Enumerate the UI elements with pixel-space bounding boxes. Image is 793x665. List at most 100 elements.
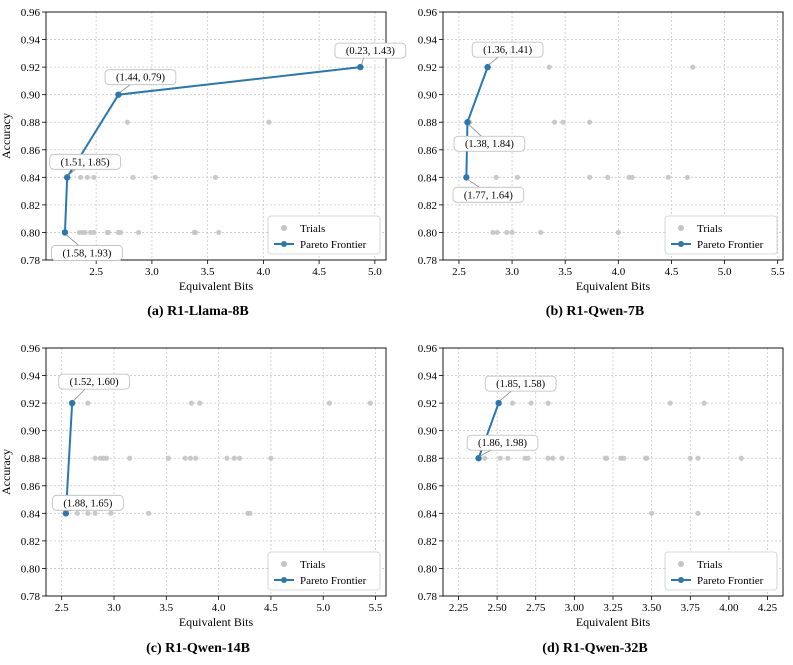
trial-point: [326, 400, 333, 406]
annotation: (1.85, 1.58): [484, 375, 557, 402]
trial-point: [525, 455, 531, 461]
y-tick-label: 0.88: [418, 117, 438, 129]
legend: Trials Pareto Frontier: [267, 215, 381, 255]
y-tick-label: 0.78: [21, 591, 41, 603]
trial-point: [127, 455, 133, 461]
trial-point: [605, 174, 611, 180]
trial-point: [193, 455, 199, 461]
y-tick-label: 0.80: [21, 563, 41, 575]
trial-point: [91, 229, 97, 236]
panel-3: 2.25 2.50 2.75 3.00 3.25 3.50 3.75 4.00 4.25 0.78…: [418, 343, 784, 629]
x-axis-label: Equivalent Bits: [576, 615, 651, 629]
x-tick-label: 4.25: [758, 602, 778, 614]
y-axis-label: Accuracy: [0, 113, 13, 159]
plot-frame: [442, 11, 784, 261]
annotation-box: [104, 69, 177, 86]
y-tick-label: 0.92: [418, 398, 437, 410]
legend-box: [664, 215, 778, 255]
y-tick-label: 0.92: [21, 398, 40, 410]
y-tick-label: 0.90: [418, 426, 438, 438]
x-tick-label: 5.5: [369, 602, 383, 614]
y-tick-label: 0.94: [418, 371, 438, 383]
x-tick-label: 5.0: [718, 266, 732, 278]
y-tick-label: 0.84: [21, 172, 41, 184]
legend-trials-marker: [678, 561, 684, 567]
y-tick-label: 0.84: [418, 508, 438, 520]
legend: Trials Pareto Frontier: [267, 551, 381, 591]
x-tick-label: 2.50: [487, 602, 507, 614]
trial-point: [224, 455, 230, 461]
legend-trials-label: Trials: [300, 223, 325, 235]
y-tick-label: 0.90: [21, 90, 41, 102]
x-tick-label: 2.5: [55, 602, 69, 614]
annotation: (1.38, 1.84): [453, 123, 526, 152]
x-tick-label: 3.00: [565, 602, 585, 614]
x-tick-label: 3.5: [159, 602, 173, 614]
pareto-point: [68, 399, 76, 407]
trial-point: [615, 229, 621, 236]
trial-point: [152, 174, 158, 180]
y-tick-label: 0.86: [21, 145, 41, 157]
y-tick-label: 0.96: [418, 343, 438, 355]
trial-point: [545, 455, 551, 461]
annotation-label: (1.44, 0.79): [116, 73, 165, 84]
trial-point: [629, 174, 635, 180]
annotation-label: (1.51, 1.85): [61, 157, 110, 168]
trial-point: [528, 400, 534, 406]
trial-point: [216, 229, 222, 236]
x-tick-label: 4.5: [264, 602, 278, 614]
y-tick-label: 0.80: [418, 227, 438, 239]
annotation-label: (1.52, 1.60): [70, 377, 119, 388]
trial-point: [247, 510, 253, 516]
pareto-point: [115, 91, 122, 98]
annotation-label: (1.85, 1.58): [496, 379, 545, 390]
trial-point: [509, 229, 515, 236]
y-tick-label: 0.94: [21, 35, 41, 47]
pareto-frontier-line: [63, 66, 361, 233]
x-tick-label: 3.5: [201, 266, 215, 278]
y-tick-label: 0.88: [21, 453, 41, 465]
x-tick-label: 2.5: [89, 266, 103, 278]
y-tick-label: 0.90: [21, 426, 41, 438]
caption-b: (b) R1-Qwen-7B: [545, 304, 645, 319]
trial-point: [197, 400, 203, 406]
annotation-box: [466, 434, 539, 451]
trial-point: [687, 455, 693, 461]
trial-point: [135, 229, 142, 236]
annotation: (1.86, 1.98): [466, 434, 539, 457]
trial-point: [504, 229, 510, 236]
legend-frontier-marker: [678, 577, 684, 583]
annotation-box: [49, 153, 121, 170]
trial-point: [667, 400, 673, 406]
y-tick-label: 0.80: [21, 227, 41, 239]
pareto-point: [464, 119, 471, 126]
y-tick-label: 0.82: [418, 536, 437, 548]
annotation: (1.88, 1.65): [52, 494, 124, 512]
y-tick-label: 0.82: [21, 536, 40, 548]
y-tick-label: 0.80: [418, 563, 438, 575]
x-tick-label: 3.50: [642, 602, 662, 614]
legend-box: [267, 215, 381, 255]
trial-point: [212, 174, 219, 180]
trial-point: [649, 510, 655, 516]
trial-point: [546, 64, 552, 70]
x-tick-label: 3.0: [505, 266, 519, 278]
trial-point: [695, 510, 701, 516]
y-tick-label: 0.82: [21, 200, 40, 212]
y-tick-label: 0.84: [21, 508, 41, 520]
trial-point: [514, 174, 520, 180]
annotation-box: [58, 373, 130, 390]
legend-trials-label: Trials: [697, 559, 722, 571]
pareto-point: [484, 63, 491, 71]
x-axis-label: Equivalent Bits: [576, 279, 651, 293]
trial-point: [145, 510, 152, 516]
y-tick-label: 0.96: [21, 7, 41, 19]
annotation-label: (1.36, 1.41): [483, 45, 532, 56]
trial-point: [165, 455, 171, 461]
trial-point: [82, 229, 88, 236]
trial-point: [560, 119, 566, 125]
annotation-label: (0.23, 1.43): [346, 46, 395, 57]
annotation: (1.51, 1.85): [49, 153, 121, 176]
legend-box: [664, 551, 778, 591]
y-tick-label: 0.78: [418, 255, 438, 267]
